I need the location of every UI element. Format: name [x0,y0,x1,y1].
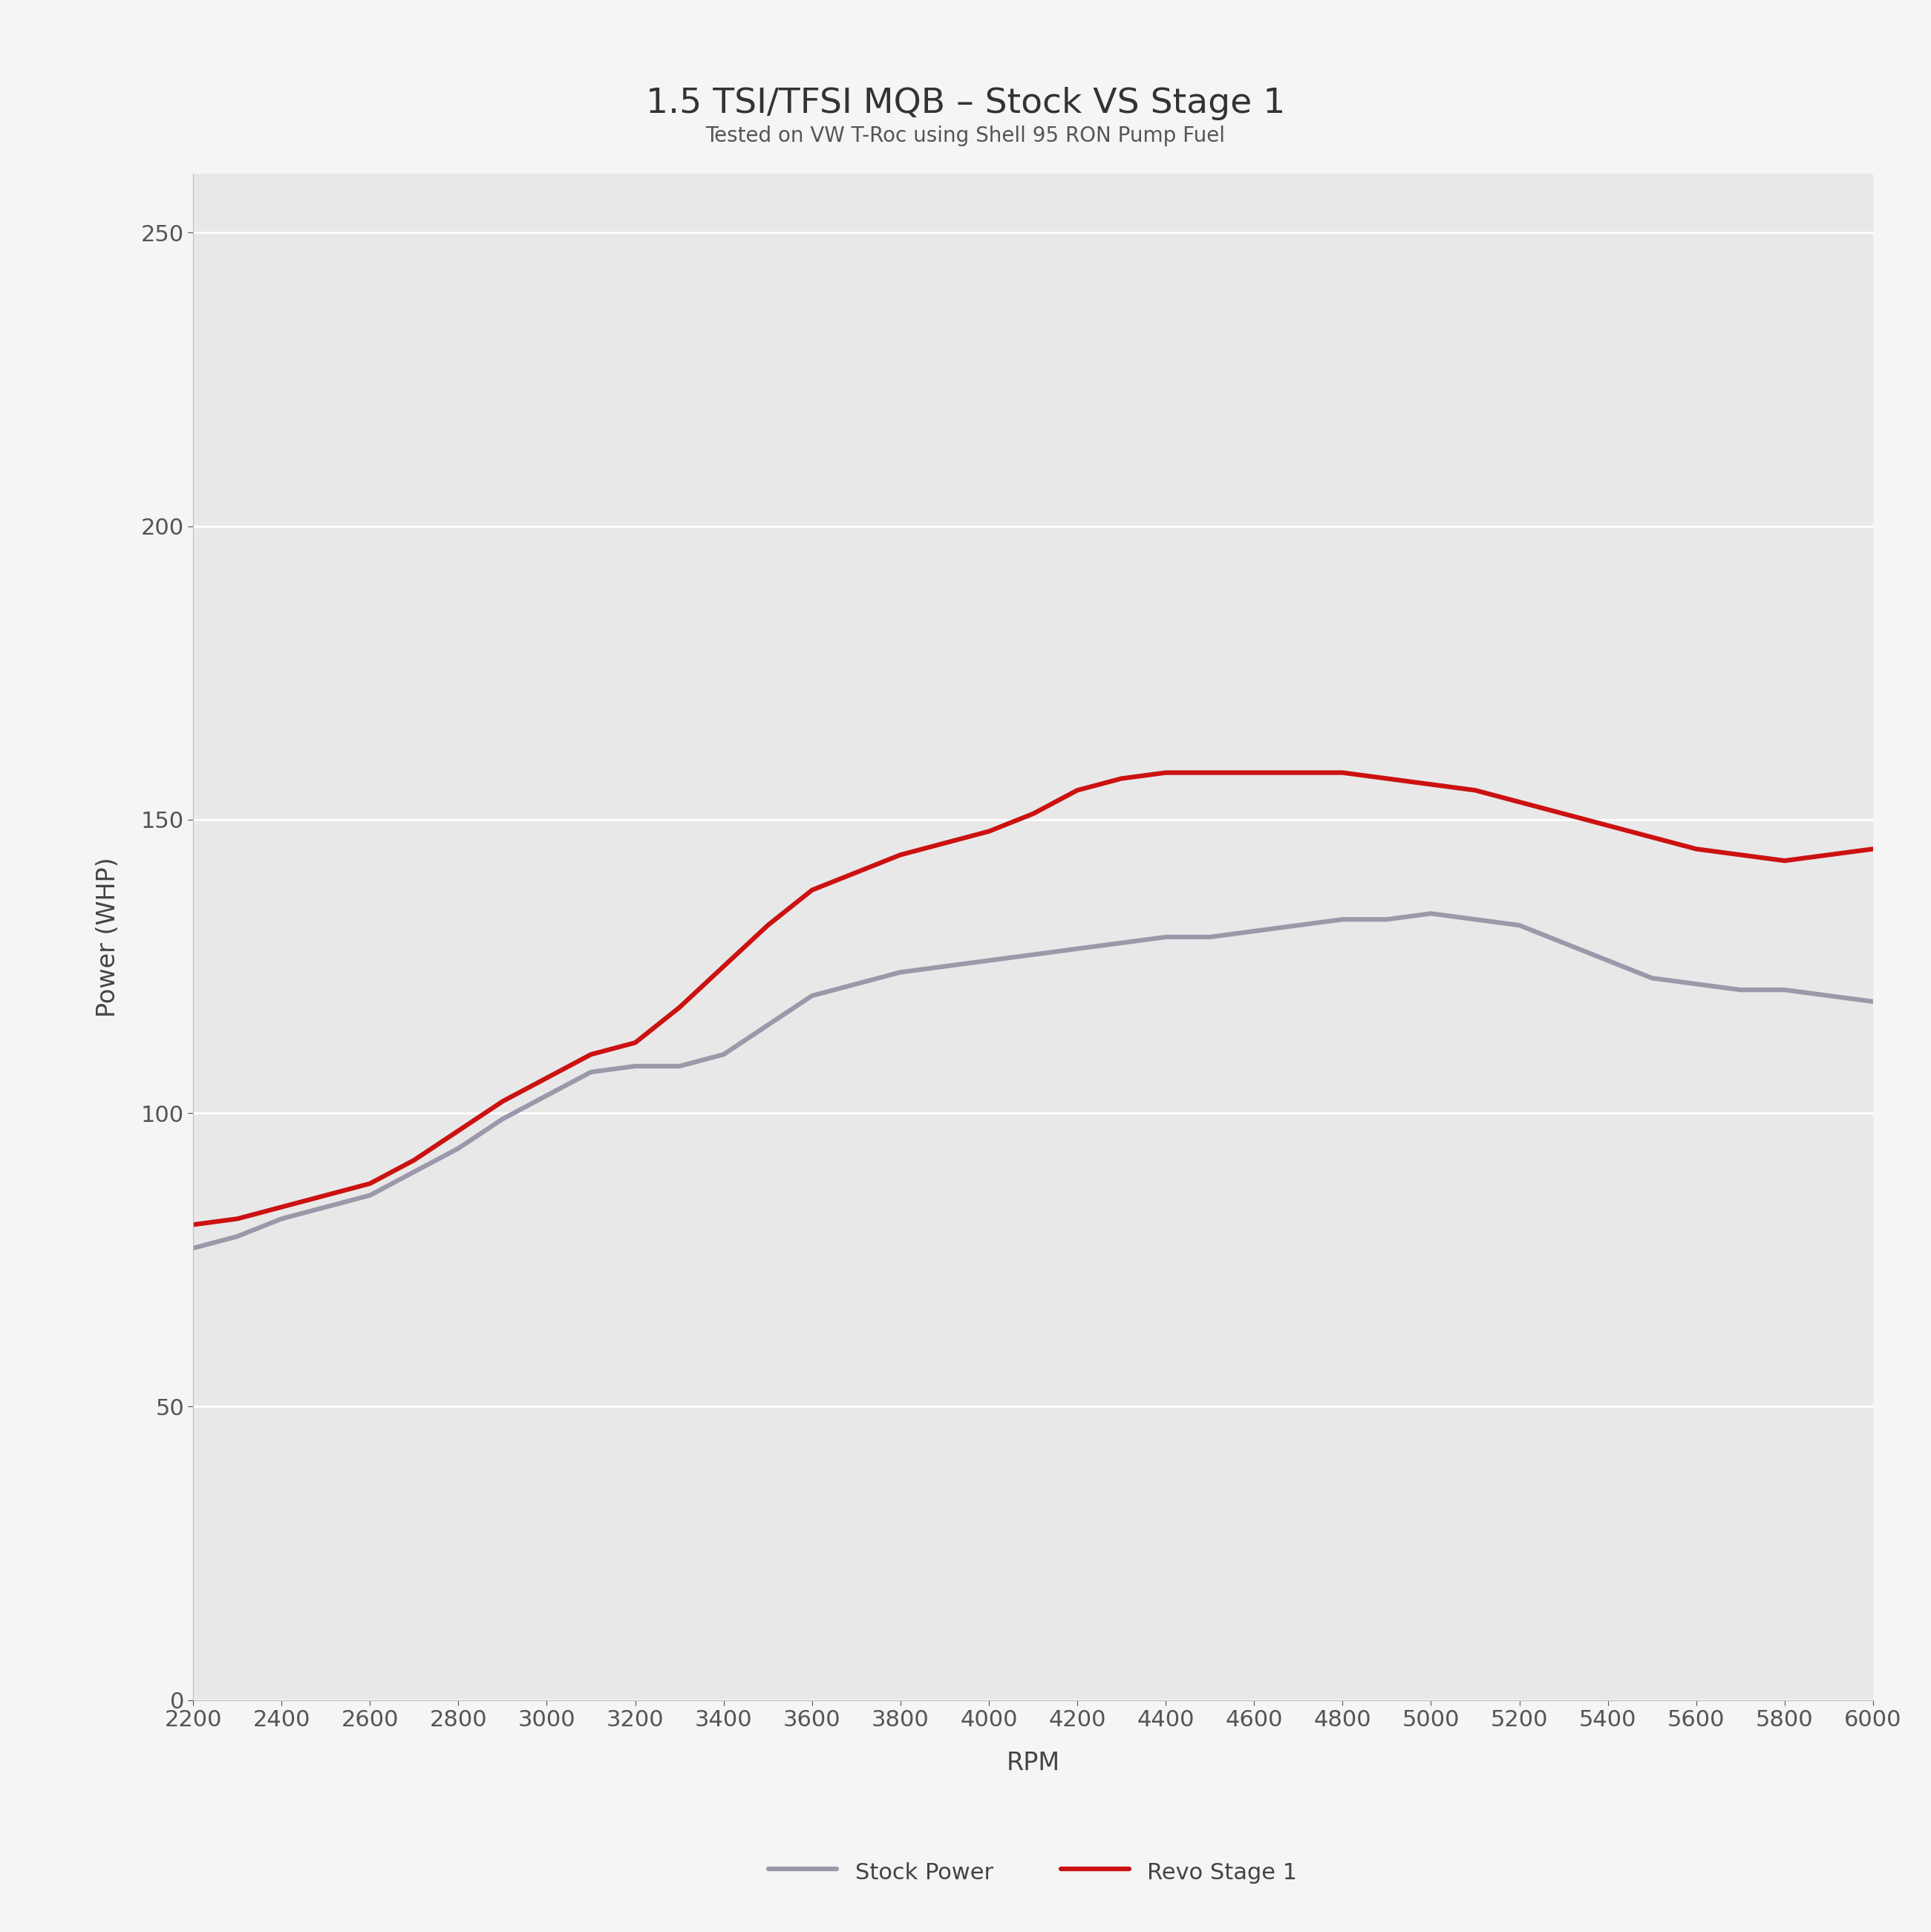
Revo Stage 1 [1155,761,1178,784]
Revo Stage 1 [315,1184,338,1208]
Revo Stage 1 [713,954,736,978]
Stock Power [1508,914,1531,937]
Revo Stage 1 [801,879,825,902]
Revo Stage 1 [624,1032,647,1055]
Stock Power [270,1208,294,1231]
Stock Power [1066,937,1089,960]
Stock Power [1110,931,1133,954]
Line: Stock Power: Stock Power [193,914,1873,1248]
Legend: Stock Power, Revo Stage 1: Stock Power, Revo Stage 1 [759,1849,1307,1895]
Revo Stage 1 [1199,761,1222,784]
Revo Stage 1 [1330,761,1354,784]
Revo Stage 1 [1110,767,1133,790]
Stock Power [315,1196,338,1219]
Revo Stage 1 [1641,825,1665,848]
Revo Stage 1 [1066,779,1089,802]
Revo Stage 1 [1464,779,1487,802]
Stock Power [933,954,956,978]
Stock Power [182,1236,205,1260]
Revo Stage 1 [933,831,956,854]
Revo Stage 1 [844,862,867,885]
Stock Power [624,1055,647,1078]
Stock Power [446,1136,469,1159]
Stock Power [1597,949,1620,972]
Line: Revo Stage 1: Revo Stage 1 [193,773,1873,1225]
Revo Stage 1 [1419,773,1442,796]
Stock Power [1286,914,1309,937]
Stock Power [579,1061,602,1084]
Revo Stage 1 [270,1196,294,1219]
Stock Power [1817,983,1840,1007]
Revo Stage 1 [1684,837,1707,860]
Stock Power [1684,972,1707,995]
Stock Power [1375,908,1398,931]
Revo Stage 1 [226,1208,249,1231]
Revo Stage 1 [402,1148,425,1171]
Stock Power [713,1043,736,1066]
Stock Power [1021,943,1045,966]
Stock Power [226,1225,249,1248]
Revo Stage 1 [1817,842,1840,866]
Stock Power [668,1055,691,1078]
Revo Stage 1 [579,1043,602,1066]
Text: Tested on VW T-Roc using Shell 95 RON Pump Fuel: Tested on VW T-Roc using Shell 95 RON Pu… [705,126,1226,147]
Stock Power [490,1107,514,1130]
Revo Stage 1 [1861,837,1885,860]
Revo Stage 1 [1553,802,1576,825]
Stock Power [1330,908,1354,931]
Revo Stage 1 [1508,790,1531,813]
Revo Stage 1 [977,819,1000,842]
Stock Power [801,983,825,1007]
Stock Power [844,972,867,995]
Stock Power [1199,925,1222,949]
X-axis label: RPM: RPM [1006,1750,1060,1776]
Y-axis label: Power (WHP): Power (WHP) [97,858,120,1016]
Revo Stage 1 [535,1066,558,1090]
Stock Power [1773,978,1796,1001]
Revo Stage 1 [446,1119,469,1142]
Stock Power [402,1161,425,1184]
Stock Power [1155,925,1178,949]
Revo Stage 1 [1021,802,1045,825]
Stock Power [1464,908,1487,931]
Stock Power [535,1084,558,1107]
Revo Stage 1 [1242,761,1265,784]
Revo Stage 1 [1773,850,1796,873]
Revo Stage 1 [1286,761,1309,784]
Revo Stage 1 [757,914,780,937]
Revo Stage 1 [490,1090,514,1113]
Revo Stage 1 [1728,842,1751,866]
Revo Stage 1 [182,1213,205,1236]
Stock Power [977,949,1000,972]
Revo Stage 1 [668,995,691,1018]
Stock Power [1242,920,1265,943]
Stock Power [888,960,911,983]
Stock Power [1641,966,1665,989]
Text: 1.5 TSI/TFSI MQB – Stock VS Stage 1: 1.5 TSI/TFSI MQB – Stock VS Stage 1 [645,87,1286,120]
Stock Power [1728,978,1751,1001]
Stock Power [1553,931,1576,954]
Revo Stage 1 [888,842,911,866]
Stock Power [359,1184,382,1208]
Stock Power [1419,902,1442,925]
Stock Power [757,1014,780,1037]
Revo Stage 1 [1375,767,1398,790]
Revo Stage 1 [359,1173,382,1196]
Revo Stage 1 [1597,813,1620,837]
Stock Power [1861,989,1885,1012]
